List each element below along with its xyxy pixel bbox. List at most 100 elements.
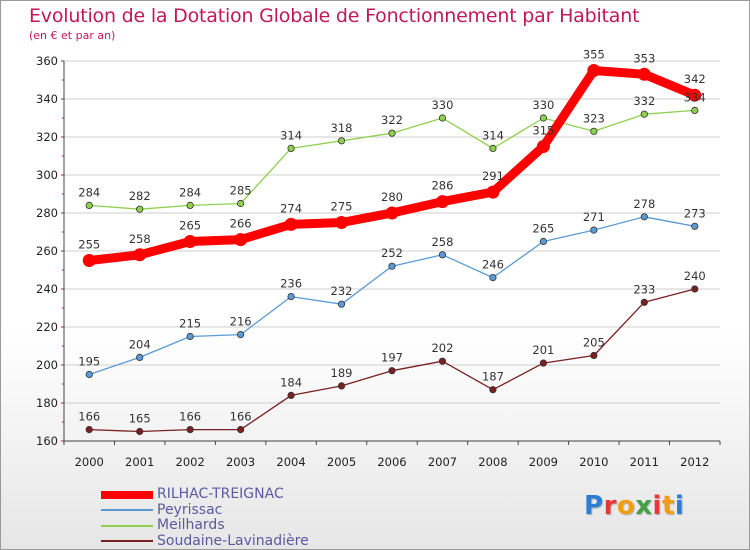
data-point-meilhards	[489, 144, 497, 152]
data-point-meilhards	[237, 199, 245, 208]
data-point-peyrissac	[438, 251, 447, 259]
data-point-peyrissac	[287, 292, 295, 301]
x-tick-label: 2008	[478, 455, 507, 469]
data-label-rilhac-treignac: 286	[431, 179, 453, 193]
data-point-rilhac-treignac	[385, 206, 399, 220]
data-point-rilhac-treignac	[183, 235, 197, 248]
data-label-rilhac-treignac: 275	[331, 200, 353, 214]
data-label-rilhac-treignac: 280	[381, 190, 403, 204]
data-point-soudaine-lavinadiere	[136, 427, 144, 436]
data-point-soudaine-lavinadiere	[186, 425, 194, 434]
legend: RILHAC-TREIGNAC Peyrissac Meilhards Soud…	[101, 487, 309, 549]
data-point-soudaine-lavinadiere	[388, 367, 396, 375]
data-label-soudaine-lavinadiere: 187	[482, 370, 504, 384]
data-label-soudaine-lavinadiere: 205	[583, 336, 605, 350]
series-lines	[82, 64, 702, 436]
legend-swatch	[101, 524, 153, 527]
data-point-soudaine-lavinadiere	[438, 357, 447, 365]
y-tick-label: 300	[36, 168, 58, 182]
data-point-meilhards	[539, 114, 547, 122]
data-label-peyrissac: 195	[78, 355, 100, 369]
data-label-peyrissac: 204	[129, 337, 151, 351]
data-label-soudaine-lavinadiere: 201	[532, 343, 554, 357]
data-point-rilhac-treignac	[133, 248, 147, 262]
data-label-peyrissac: 216	[230, 315, 252, 329]
x-tick-label: 2002	[176, 455, 205, 469]
y-tick-label: 160	[36, 434, 58, 448]
data-label-soudaine-lavinadiere: 202	[431, 341, 453, 355]
data-label-peyrissac: 273	[684, 206, 706, 220]
data-label-meilhards: 330	[431, 98, 453, 112]
x-tick-label: 2010	[579, 455, 608, 469]
legend-label: Meilhards	[157, 517, 225, 534]
data-point-meilhards	[590, 127, 598, 135]
y-tick-label: 240	[36, 282, 58, 296]
data-label-meilhards: 332	[633, 94, 655, 108]
y-tick-label: 180	[36, 396, 58, 410]
data-label-peyrissac: 232	[331, 284, 353, 298]
chart-subtitle: (en € et par an)	[29, 29, 116, 42]
x-tick-label: 2011	[630, 455, 659, 469]
data-point-rilhac-treignac	[688, 88, 702, 102]
data-point-peyrissac	[388, 262, 396, 270]
data-label-soudaine-lavinadiere: 189	[331, 366, 353, 380]
x-tick-label: 2004	[276, 455, 305, 469]
chart-title: Evolution de la Dotation Globale de Fonc…	[29, 5, 640, 27]
data-point-peyrissac	[337, 300, 346, 308]
data-label-meilhards: 334	[684, 90, 706, 104]
data-point-rilhac-treignac	[486, 185, 500, 199]
y-tick-label: 340	[36, 92, 58, 106]
data-point-soudaine-lavinadiere	[539, 359, 547, 367]
data-point-peyrissac	[489, 273, 497, 282]
legend-item-rilhac-treignac: RILHAC-TREIGNAC	[101, 487, 309, 503]
data-label-soudaine-lavinadiere: 184	[280, 375, 302, 389]
y-tick-label: 280	[36, 206, 58, 220]
data-point-meilhards	[388, 129, 396, 137]
legend-swatch	[101, 490, 153, 499]
data-point-peyrissac	[640, 213, 648, 221]
data-point-rilhac-treignac	[435, 195, 449, 209]
data-label-meilhards: 322	[381, 113, 403, 127]
data-point-meilhards	[136, 205, 144, 213]
legend-label: RILHAC-TREIGNAC	[157, 486, 284, 503]
data-label-peyrissac: 278	[633, 197, 655, 211]
data-label-meilhards: 330	[532, 98, 554, 112]
data-point-rilhac-treignac	[536, 140, 550, 153]
x-tick-label: 2001	[125, 455, 154, 469]
data-label-soudaine-lavinadiere: 165	[129, 412, 151, 426]
axes: 160 180 200 220 240 260 280 300 320 340 360 2000 200…	[36, 54, 721, 469]
legend-swatch	[101, 540, 153, 543]
data-point-peyrissac	[186, 332, 194, 341]
data-point-meilhards	[691, 106, 699, 115]
data-point-peyrissac	[691, 222, 699, 230]
data-point-meilhards	[640, 110, 648, 118]
legend-swatch	[101, 509, 153, 512]
y-tick-label: 200	[36, 358, 58, 372]
x-tick-label: 2009	[529, 455, 558, 469]
data-point-rilhac-treignac	[284, 217, 298, 231]
data-point-peyrissac	[237, 330, 245, 339]
data-point-soudaine-lavinadiere	[237, 425, 245, 434]
data-labels: 255 258 265 266 274 275 280 286 291 315 355 353 342 1…	[78, 48, 705, 426]
legend-label: Soudaine-Lavinadière	[157, 532, 309, 549]
data-label-rilhac-treignac: 355	[583, 48, 605, 62]
data-label-meilhards: 323	[583, 111, 605, 125]
x-tick-label: 2012	[680, 455, 709, 469]
data-point-soudaine-lavinadiere	[337, 382, 346, 390]
data-label-soudaine-lavinadiere: 166	[179, 410, 201, 424]
y-tick-label: 220	[36, 320, 58, 334]
data-label-peyrissac: 246	[482, 258, 504, 272]
data-label-rilhac-treignac: 315	[532, 124, 554, 138]
data-label-meilhards: 284	[179, 185, 201, 199]
data-point-rilhac-treignac	[587, 64, 601, 77]
data-point-soudaine-lavinadiere	[489, 386, 497, 394]
data-point-peyrissac	[136, 353, 144, 361]
data-label-peyrissac: 252	[381, 246, 403, 260]
data-label-meilhards: 282	[129, 189, 151, 203]
y-tick-label: 320	[36, 130, 58, 144]
data-label-soudaine-lavinadiere: 166	[78, 410, 100, 424]
data-label-soudaine-lavinadiere: 240	[684, 269, 706, 283]
data-label-rilhac-treignac: 266	[230, 217, 252, 231]
x-tick-label: 2006	[377, 455, 406, 469]
